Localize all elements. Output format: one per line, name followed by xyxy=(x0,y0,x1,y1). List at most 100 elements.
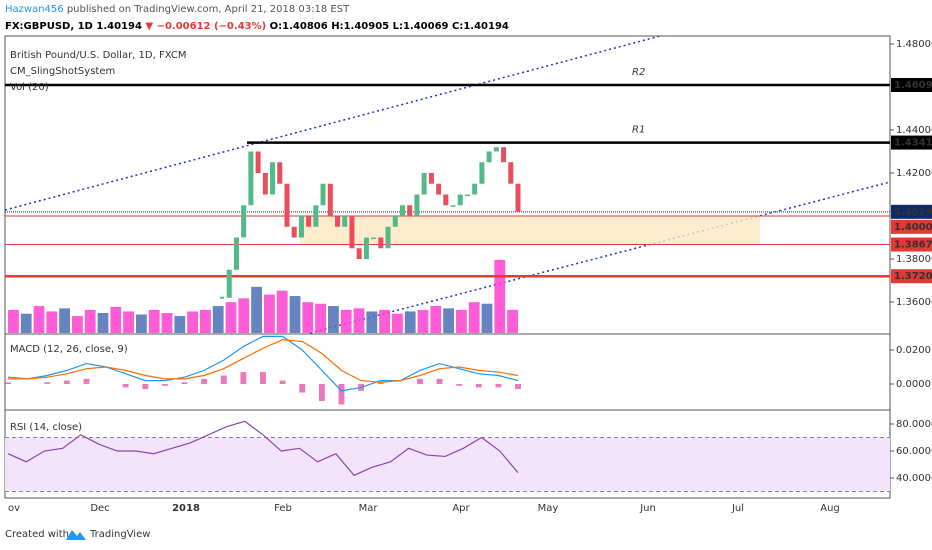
y-tick-label: 1.48000 xyxy=(896,39,932,50)
candle xyxy=(443,194,449,206)
rsi-band xyxy=(5,437,890,492)
y-tick-label: 1.44000 xyxy=(896,125,932,136)
signal-line xyxy=(8,339,519,383)
volume-bar xyxy=(212,306,224,333)
last-price: 1.40194 xyxy=(96,21,142,32)
volume-bar xyxy=(430,306,442,333)
footer-brand[interactable]: TradingView xyxy=(89,529,150,540)
candle xyxy=(226,269,232,298)
candle xyxy=(335,216,341,227)
x-tick-label: Feb xyxy=(274,503,292,514)
candle xyxy=(327,183,333,217)
volume-bar xyxy=(481,303,493,333)
candle xyxy=(363,237,369,260)
x-tick-label: ov xyxy=(8,503,20,514)
publisher[interactable]: Hazwan456 xyxy=(5,4,64,15)
published: published on TradingView.com, April 21, … xyxy=(67,4,350,15)
macd-histogram xyxy=(260,372,266,384)
y-tick-label: 80.0000 xyxy=(896,419,932,430)
volume-bar xyxy=(340,309,352,333)
y-tick-label: 60.0000 xyxy=(896,446,932,457)
x-tick-label: Mar xyxy=(359,503,379,514)
candle xyxy=(262,172,268,195)
volume-bar xyxy=(456,309,467,333)
macd-histogram xyxy=(161,384,168,386)
volume-bar xyxy=(148,309,160,333)
volume-bar xyxy=(494,259,506,333)
volume-bar xyxy=(507,309,518,333)
candle xyxy=(392,216,398,227)
x-tick-label: Dec xyxy=(90,503,109,514)
price-label: 1.40194 xyxy=(894,207,932,218)
volume-bar xyxy=(161,312,173,333)
y-tick-label: 1.36000 xyxy=(896,297,932,308)
macd-histogram xyxy=(318,384,325,402)
macd-histogram xyxy=(181,382,188,384)
volume-bar xyxy=(200,309,211,333)
volume-bar xyxy=(136,314,147,333)
chart-frame xyxy=(4,35,891,499)
indicator-name: CM_SlingShotSystem xyxy=(10,66,115,77)
volume-bar xyxy=(46,311,58,333)
candle xyxy=(436,183,442,195)
candle xyxy=(284,183,290,227)
macd-histogram xyxy=(201,378,208,384)
price-label-box xyxy=(891,135,932,150)
candle xyxy=(298,216,304,238)
macd-histogram xyxy=(279,380,286,384)
y-tick-label: 1.38000 xyxy=(896,254,932,265)
macd-histogram xyxy=(220,375,227,384)
volume-bar xyxy=(366,311,378,333)
volume-bar xyxy=(251,286,262,333)
y-tick-label: 0.0000 xyxy=(896,379,931,390)
macd-histogram xyxy=(5,382,11,384)
candle xyxy=(486,151,492,163)
y-tick-label: 0.0200 xyxy=(896,345,931,356)
candle xyxy=(472,183,478,195)
macd-line xyxy=(7,335,519,392)
price-label-box xyxy=(891,219,932,234)
volume-bar xyxy=(392,313,403,333)
candle xyxy=(428,172,434,184)
volume-bar xyxy=(238,298,250,333)
pane-title: British Pound/U.S. Dollar, 1D, FXCM xyxy=(10,50,186,61)
candle xyxy=(515,183,521,212)
y-tick-label: 40.0000 xyxy=(896,473,932,484)
candle xyxy=(450,205,456,207)
level-name: R2 xyxy=(632,67,645,78)
volume-bar xyxy=(353,308,365,333)
candle xyxy=(399,205,405,217)
footer-created: Created with xyxy=(5,529,69,540)
price-label: 1.46091 xyxy=(894,80,932,91)
candle xyxy=(233,237,239,270)
candle xyxy=(306,216,312,227)
rsi-line xyxy=(7,420,519,477)
volume-bar xyxy=(404,311,416,333)
candle xyxy=(342,216,348,227)
volume-bar xyxy=(264,294,275,333)
volume-bar xyxy=(187,311,198,333)
x-tick-label: 2018 xyxy=(172,503,200,514)
volume-bar xyxy=(8,309,19,333)
macd-histogram xyxy=(240,372,247,384)
candle xyxy=(255,151,261,173)
price-label: 1.43415 xyxy=(894,138,932,149)
y-tick-label: 1.42000 xyxy=(896,168,932,179)
volume-bar xyxy=(379,309,390,333)
macd-histogram xyxy=(377,382,384,384)
macd-histogram xyxy=(456,384,463,386)
volume-bar xyxy=(468,302,480,333)
candle xyxy=(407,205,413,217)
volume-bar xyxy=(123,311,134,333)
candle xyxy=(241,205,247,238)
macd-histogram xyxy=(63,380,70,384)
level-name: R1 xyxy=(632,125,645,136)
candle xyxy=(349,216,355,249)
volume-bar xyxy=(328,306,339,333)
candle xyxy=(464,194,470,197)
tradingview-logo xyxy=(66,530,86,540)
macd-histogram xyxy=(44,382,51,384)
macd-histogram xyxy=(416,378,423,384)
candle xyxy=(378,237,384,249)
